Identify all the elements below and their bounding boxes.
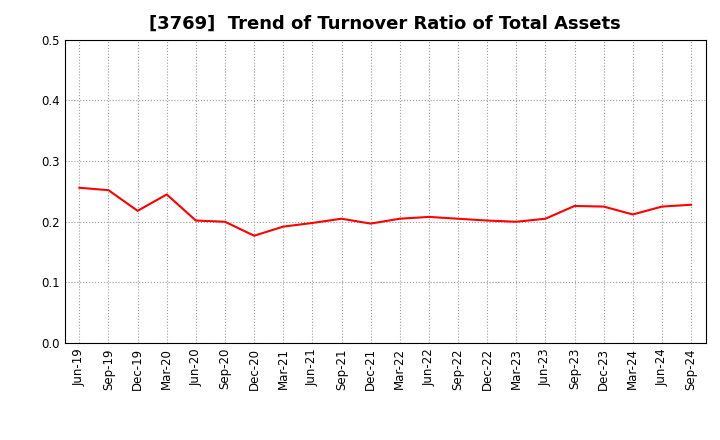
- Title: [3769]  Trend of Turnover Ratio of Total Assets: [3769] Trend of Turnover Ratio of Total …: [149, 15, 621, 33]
